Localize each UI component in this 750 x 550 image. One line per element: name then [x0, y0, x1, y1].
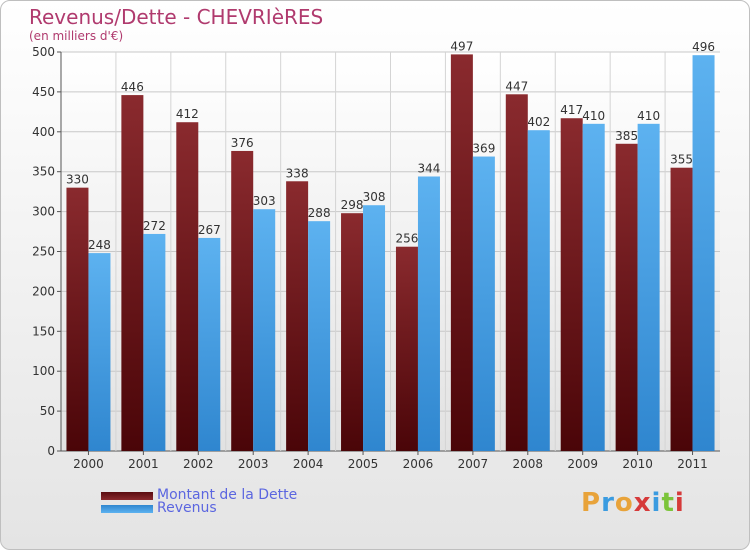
logo-letter: P [581, 488, 602, 518]
data-label-revenus: 267 [198, 223, 221, 237]
data-label-dette: 256 [396, 232, 419, 246]
data-label-revenus: 410 [637, 109, 660, 123]
data-label-revenus: 344 [418, 161, 441, 175]
data-label-dette: 446 [121, 80, 144, 94]
bar-revenus [582, 123, 605, 451]
data-label-revenus: 272 [143, 219, 166, 233]
logo-letter: x [633, 488, 652, 518]
x-tick-label: 2003 [238, 457, 269, 471]
logo-letter: r [601, 488, 615, 518]
y-tick-label: 450 [32, 85, 55, 99]
proxiti-logo: Proxiti [581, 488, 685, 518]
data-label-dette: 338 [286, 166, 309, 180]
bar-revenus [308, 221, 331, 451]
bar-dette [121, 95, 144, 451]
data-label-dette: 447 [505, 79, 528, 93]
data-label-dette: 330 [66, 173, 89, 187]
y-tick-label: 400 [32, 125, 55, 139]
legend-swatch-dette [101, 492, 153, 500]
x-tick-label: 2010 [622, 457, 653, 471]
x-tick-label: 2009 [567, 457, 598, 471]
bar-dette [670, 167, 693, 451]
x-tick-label: 2000 [73, 457, 104, 471]
bar-dette [395, 246, 418, 451]
bar-dette [560, 118, 583, 451]
bar-revenus [363, 205, 386, 451]
data-label-dette: 355 [670, 153, 693, 167]
y-tick-label: 0 [47, 444, 55, 458]
bar-revenus [692, 55, 715, 451]
bar-dette [231, 150, 254, 451]
logo-letter: t [661, 488, 675, 518]
bar-revenus [143, 233, 166, 451]
data-label-dette: 417 [560, 103, 583, 117]
x-tick-label: 2006 [403, 457, 434, 471]
bar-dette [505, 94, 528, 451]
x-tick-label: 2005 [348, 457, 379, 471]
x-tick-label: 2002 [183, 457, 214, 471]
bar-revenus [88, 253, 111, 451]
data-label-dette: 298 [341, 198, 364, 212]
x-tick-label: 2008 [513, 457, 544, 471]
chart-subtitle: (en milliers d'€) [29, 29, 124, 43]
bar-dette [615, 143, 638, 451]
data-label-revenus: 402 [527, 115, 550, 129]
logo-letter: o [614, 488, 634, 518]
data-label-revenus: 248 [88, 238, 111, 252]
logo-letter: i [674, 488, 685, 518]
legend-swatch-revenus [101, 505, 153, 513]
bar-revenus [417, 176, 440, 451]
bar-revenus [472, 156, 495, 451]
bar-dette [66, 187, 89, 451]
y-tick-label: 100 [32, 364, 55, 378]
data-label-revenus: 496 [692, 40, 715, 54]
x-tick-label: 2007 [458, 457, 489, 471]
logo-letter: i [651, 488, 662, 518]
data-label-dette: 376 [231, 136, 254, 150]
data-label-dette: 412 [176, 107, 199, 121]
bar-dette [450, 54, 473, 451]
y-tick-label: 50 [40, 404, 55, 418]
x-tick-label: 2011 [677, 457, 708, 471]
chart-title: Revenus/Dette - CHEVRIèRES [29, 5, 324, 29]
bar-revenus [527, 130, 550, 452]
data-label-revenus: 410 [582, 109, 605, 123]
bar-revenus [253, 209, 276, 451]
y-tick-label: 350 [32, 165, 55, 179]
bar-revenus [637, 123, 660, 451]
y-tick-label: 250 [32, 245, 55, 259]
data-label-dette: 497 [450, 39, 473, 53]
bar-dette [176, 122, 199, 451]
data-label-dette: 385 [615, 129, 638, 143]
x-tick-label: 2004 [293, 457, 324, 471]
data-label-revenus: 308 [363, 190, 386, 204]
bar-revenus [198, 237, 221, 451]
y-tick-label: 150 [32, 324, 55, 338]
data-label-revenus: 369 [472, 142, 495, 156]
bar-dette [341, 213, 364, 451]
y-tick-label: 200 [32, 284, 55, 298]
bar-dette [286, 181, 309, 451]
legend-label-dette: Montant de la Dette [157, 487, 298, 503]
data-label-revenus: 288 [308, 206, 331, 220]
data-label-revenus: 303 [253, 194, 276, 208]
legend-label-revenus: Revenus [157, 500, 217, 516]
y-tick-label: 500 [32, 45, 55, 59]
y-tick-label: 300 [32, 205, 55, 219]
x-tick-label: 2001 [128, 457, 159, 471]
